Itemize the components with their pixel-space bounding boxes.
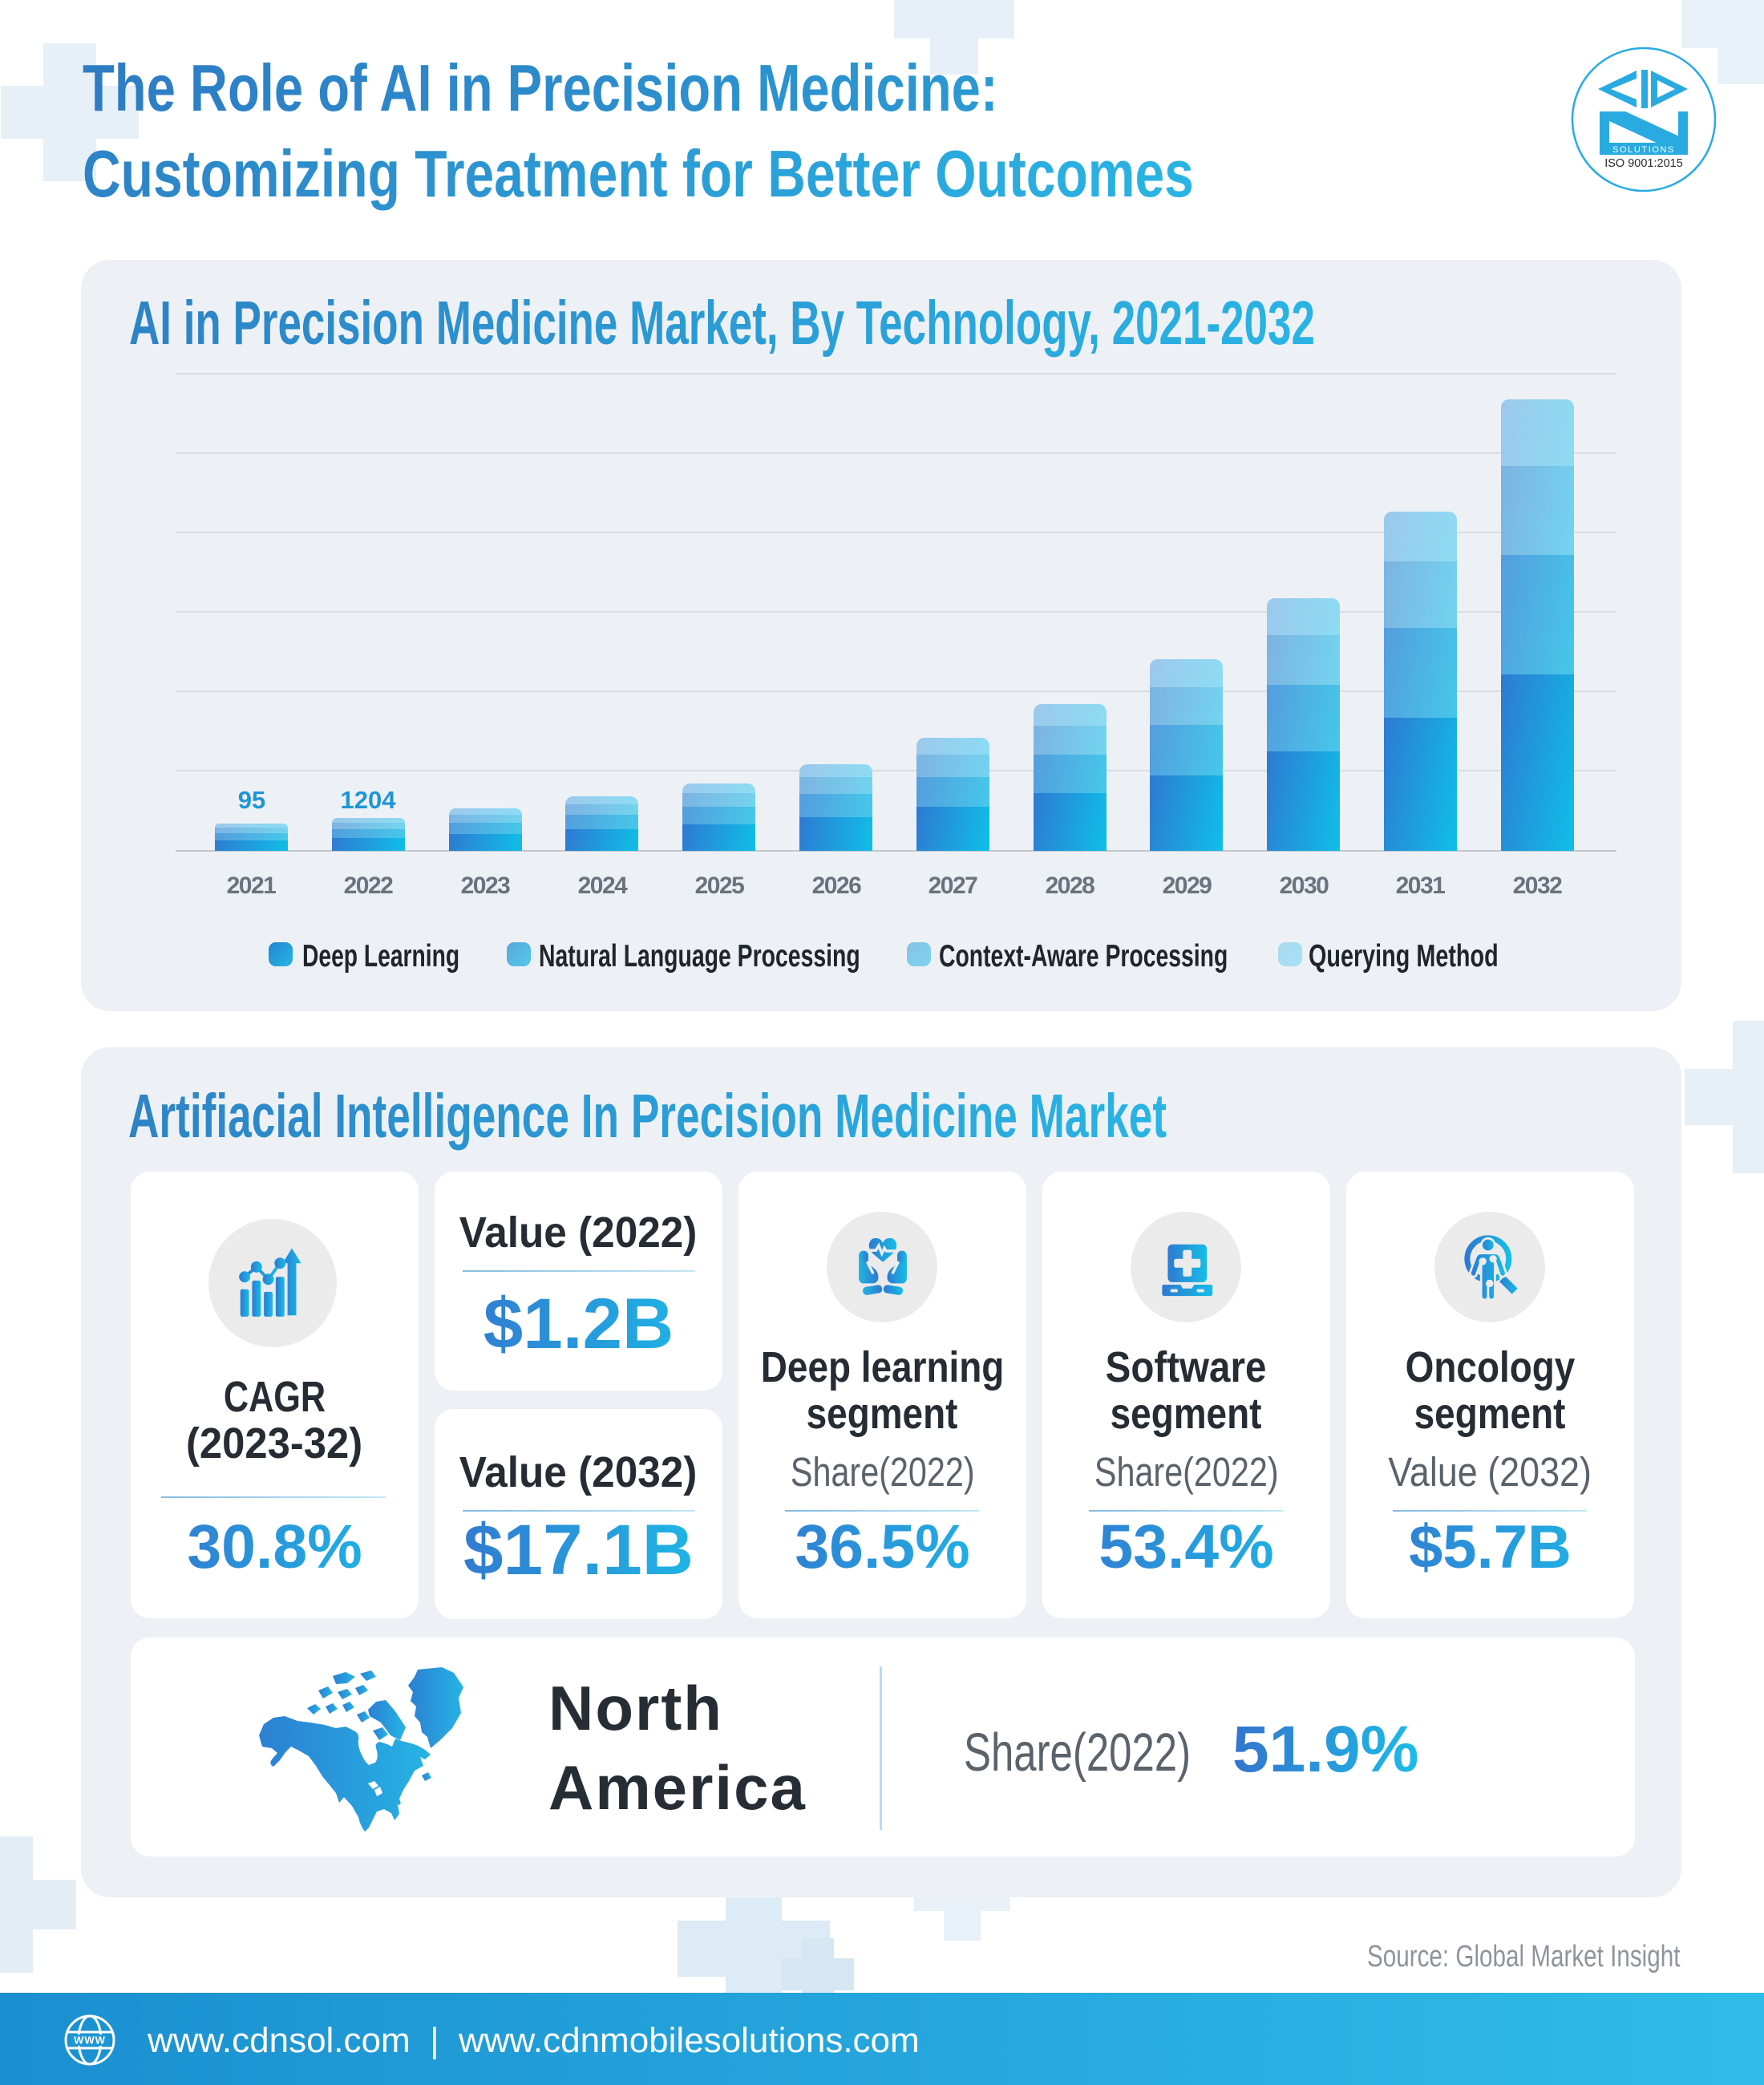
svg-text:SOLUTIONS: SOLUTIONS	[1612, 145, 1675, 155]
svg-text:WWW: WWW	[74, 2034, 106, 2047]
svg-text:ISO 9001:2015: ISO 9001:2015	[1604, 157, 1683, 170]
